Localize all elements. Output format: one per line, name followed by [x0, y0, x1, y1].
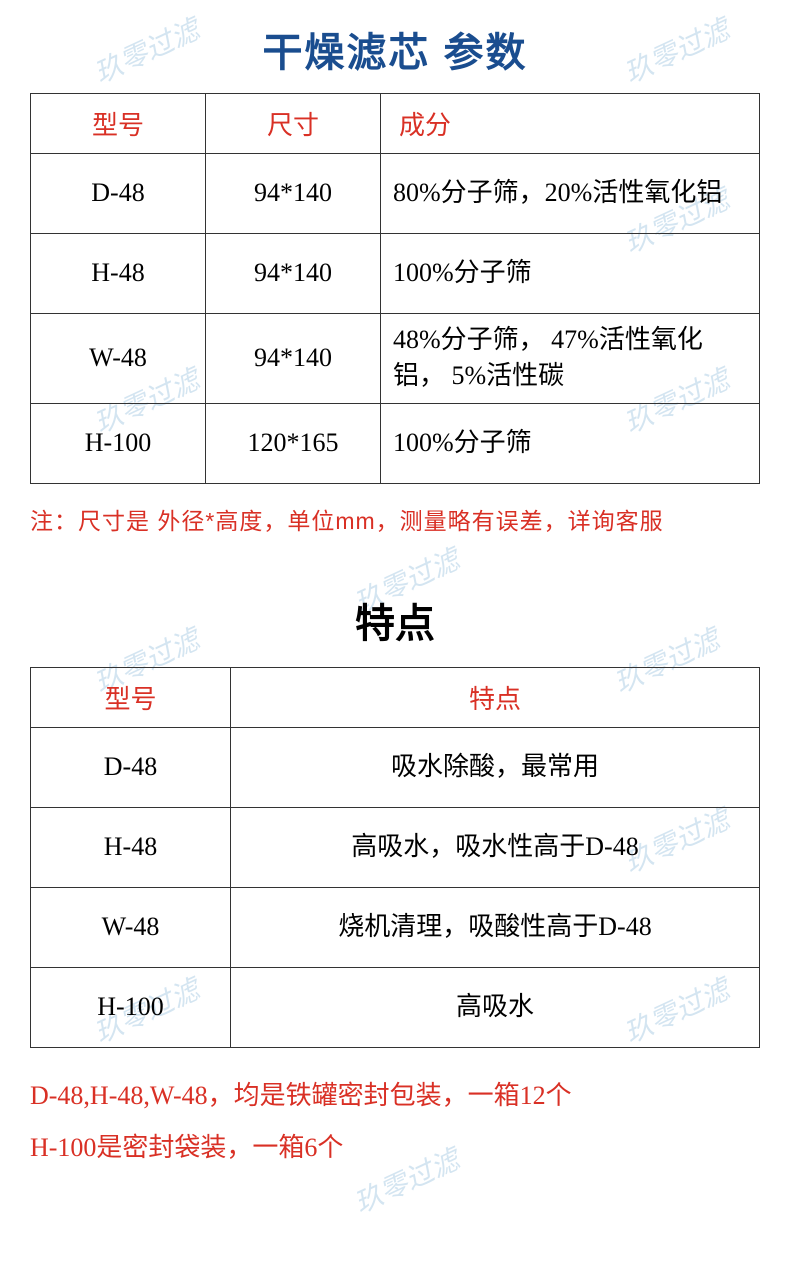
cell-model: H-100 [31, 403, 206, 483]
params-table: 型号 尺寸 成分 D-48 94*140 80%分子筛，20%活性氧化铝 H-4… [30, 93, 760, 484]
cell-model: H-48 [31, 807, 231, 887]
header-model: 型号 [31, 94, 206, 154]
size-note: 注：尺寸是 外径*高度，单位mm，测量略有误差，详询客服 [30, 502, 760, 536]
cell-feature: 吸水除酸，最常用 [231, 727, 760, 807]
cell-composition: 80%分子筛，20%活性氧化铝 [381, 154, 760, 234]
table-row: H-100 120*165 100%分子筛 [31, 403, 760, 483]
table-row: D-48 吸水除酸，最常用 [31, 727, 760, 807]
cell-model: D-48 [31, 727, 231, 807]
table-row: H-48 94*140 100%分子筛 [31, 234, 760, 314]
header-feature: 特点 [231, 667, 760, 727]
cell-model: H-48 [31, 234, 206, 314]
cell-feature: 高吸水，吸水性高于D-48 [231, 807, 760, 887]
table-row: W-48 94*140 48%分子筛， 47%活性氧化铝， 5%活性碳 [31, 314, 760, 404]
header-size: 尺寸 [206, 94, 381, 154]
footer-line-2: H-100是密封袋装，一箱6个 [30, 1122, 760, 1174]
table-row: D-48 94*140 80%分子筛，20%活性氧化铝 [31, 154, 760, 234]
cell-composition: 100%分子筛 [381, 234, 760, 314]
cell-size: 120*165 [206, 403, 381, 483]
section1-title: 干燥滤芯 参数 [30, 20, 760, 78]
header-composition: 成分 [381, 94, 760, 154]
table-header-row: 型号 特点 [31, 667, 760, 727]
cell-model: D-48 [31, 154, 206, 234]
table-row: H-100 高吸水 [31, 967, 760, 1047]
cell-model: W-48 [31, 314, 206, 404]
cell-composition: 100%分子筛 [381, 403, 760, 483]
header-model: 型号 [31, 667, 231, 727]
main-content: 干燥滤芯 参数 型号 尺寸 成分 D-48 94*140 80%分子筛，20%活… [0, 0, 790, 1194]
table-row: H-48 高吸水，吸水性高于D-48 [31, 807, 760, 887]
cell-composition: 48%分子筛， 47%活性氧化铝， 5%活性碳 [381, 314, 760, 404]
section2-title: 特点 [30, 591, 760, 649]
section2: 特点 型号 特点 D-48 吸水除酸，最常用 H-48 高吸水，吸水性高于D-4… [30, 591, 760, 1174]
packaging-note: D-48,H-48,W-48，均是铁罐密封包装，一箱12个 H-100是密封袋装… [30, 1070, 760, 1174]
cell-size: 94*140 [206, 314, 381, 404]
cell-feature: 烧机清理，吸酸性高于D-48 [231, 887, 760, 967]
table-row: W-48 烧机清理，吸酸性高于D-48 [31, 887, 760, 967]
cell-size: 94*140 [206, 154, 381, 234]
cell-feature: 高吸水 [231, 967, 760, 1047]
cell-model: H-100 [31, 967, 231, 1047]
cell-size: 94*140 [206, 234, 381, 314]
cell-model: W-48 [31, 887, 231, 967]
features-table: 型号 特点 D-48 吸水除酸，最常用 H-48 高吸水，吸水性高于D-48 W… [30, 667, 760, 1048]
table-header-row: 型号 尺寸 成分 [31, 94, 760, 154]
footer-line-1: D-48,H-48,W-48，均是铁罐密封包装，一箱12个 [30, 1070, 760, 1122]
